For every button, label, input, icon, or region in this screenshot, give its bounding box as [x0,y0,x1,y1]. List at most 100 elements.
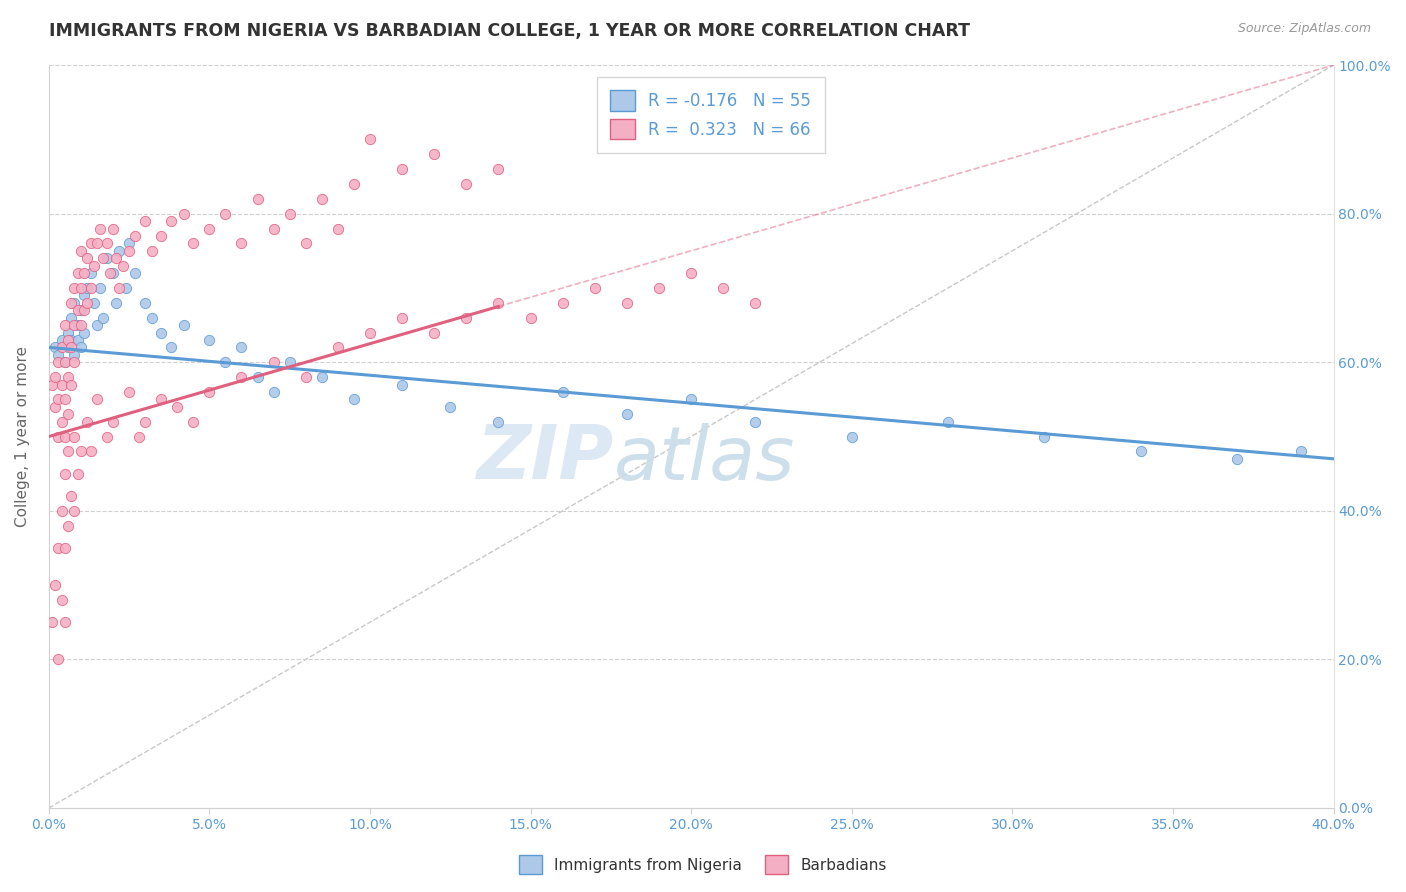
Point [73,266,96,280]
Point [56,407,79,421]
Point [648,281,671,295]
Point [681,392,703,407]
Point [51,504,73,518]
Point [456,177,478,191]
Point [294,236,316,251]
Point [79,266,101,280]
Point [53,355,76,369]
Legend: R = -0.176   N = 55, R =  0.323   N = 66: R = -0.176 N = 55, R = 0.323 N = 66 [596,77,824,153]
Point [56,340,79,354]
Point [86,318,108,332]
Point [744,295,766,310]
Point [60,340,83,354]
Point [73,288,96,302]
Point [51,593,73,607]
Point [108,244,131,258]
Point [44,578,66,592]
Point [70,303,93,318]
Point [56,326,79,340]
Point [105,252,128,266]
Point [70,281,93,295]
Point [70,244,93,258]
Point [93,252,115,266]
Point [76,415,98,429]
Point [63,429,86,443]
Point [48,392,70,407]
Point [150,392,173,407]
Point [73,326,96,340]
Point [134,214,156,228]
Point [246,370,269,384]
Point [98,266,121,280]
Point [56,444,79,458]
Point [53,615,76,630]
Point [231,370,253,384]
Point [124,229,146,244]
Point [53,318,76,332]
Point [48,541,70,555]
Point [66,467,89,481]
Point [44,340,66,354]
Point [51,333,73,347]
Point [423,326,446,340]
Point [83,295,105,310]
Point [96,252,118,266]
Point [583,281,606,295]
Point [486,162,509,177]
Point [231,340,253,354]
Point [53,467,76,481]
Point [101,221,124,235]
Point [73,303,96,318]
Point [1291,444,1313,458]
Point [48,652,70,666]
Point [391,310,413,325]
Point [231,236,253,251]
Point [96,236,118,251]
Point [391,377,413,392]
Point [63,504,86,518]
Point [391,162,413,177]
Point [51,340,73,354]
Point [294,370,316,384]
Point [150,326,173,340]
Point [124,266,146,280]
Point [53,392,76,407]
Point [79,444,101,458]
Point [44,370,66,384]
Point [66,303,89,318]
Point [118,244,141,258]
Point [150,229,173,244]
Point [56,370,79,384]
Point [51,377,73,392]
Point [359,132,381,146]
Text: IMMIGRANTS FROM NIGERIA VS BARBADIAN COLLEGE, 1 YEAR OR MORE CORRELATION CHART: IMMIGRANTS FROM NIGERIA VS BARBADIAN COL… [49,22,970,40]
Point [278,207,301,221]
Point [60,377,83,392]
Point [1033,429,1056,443]
Point [60,295,83,310]
Point [551,295,574,310]
Point [711,281,734,295]
Point [936,415,959,429]
Point [63,295,86,310]
Point [159,214,181,228]
Point [681,266,703,280]
Point [41,377,63,392]
Point [44,400,66,414]
Point [114,281,136,295]
Point [96,429,118,443]
Point [101,415,124,429]
Point [76,295,98,310]
Point [60,310,83,325]
Point [173,207,195,221]
Point [128,429,150,443]
Point [53,541,76,555]
Point [89,281,111,295]
Point [89,221,111,235]
Point [101,266,124,280]
Point [41,615,63,630]
Legend: Immigrants from Nigeria, Barbadians: Immigrants from Nigeria, Barbadians [513,849,893,880]
Point [93,310,115,325]
Point [48,355,70,369]
Point [326,340,349,354]
